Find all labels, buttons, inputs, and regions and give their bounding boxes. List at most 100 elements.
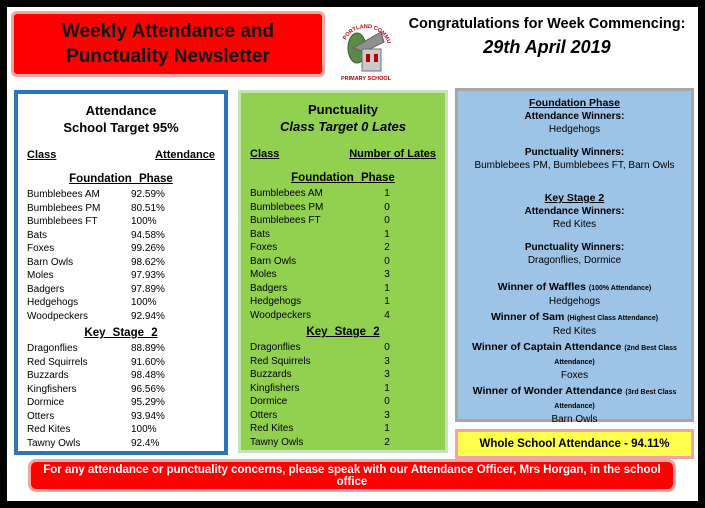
award-criteria: (Highest Class Attendance)	[567, 315, 659, 322]
ks2-punctuality-winners-label: Punctuality Winners:	[524, 242, 625, 253]
punctuality-row: Moles 3	[241, 268, 445, 282]
attendance-value: 95.29%	[131, 397, 165, 408]
award-entry: Winner of Wonder Attendance (3rd Best Cl…	[458, 385, 691, 426]
award-winners-list: Winner of Waffles (100% Attendance) Hedg…	[458, 281, 691, 426]
class-name: Dragonflies	[27, 343, 78, 354]
lates-value: 0	[384, 342, 390, 353]
class-name: Tawny Owls	[250, 436, 304, 448]
attendance-value: 80.51%	[131, 202, 165, 214]
class-name: Kingfishers	[250, 382, 300, 394]
attendance-value: 88.89%	[131, 343, 165, 354]
award-title: Winner of Waffles (100% Attendance)	[497, 281, 652, 293]
winners-panel: Foundation Phase Attendance Winners: Hed…	[455, 88, 694, 425]
class-name: Foxes	[27, 243, 55, 254]
award-winner: Hedgehogs	[548, 296, 601, 307]
class-name: Bumblebees PM	[27, 202, 101, 214]
footer-notice: For any attendance or punctuality concer…	[28, 459, 676, 492]
attendance-value: 97.93%	[131, 270, 165, 281]
attendance-row: Dragonflies 88.89%	[18, 342, 224, 356]
attendance-row: Woodpeckers 92.94%	[18, 310, 224, 324]
attendance-row: Red Squirrels 91.60%	[18, 356, 224, 370]
class-name: Moles	[250, 269, 277, 280]
attendance-value: 91.60%	[131, 356, 165, 368]
school-crest-icon: PORTLAND COMMUNITY PRIMARY SCHOOL	[335, 8, 392, 82]
class-name: Buzzards	[250, 369, 292, 380]
attendance-value: 92.4%	[131, 437, 160, 449]
punctuality-target: Class Target 0 Lates	[280, 119, 406, 134]
foundation-attendance-winners-label: Attendance Winners:	[524, 111, 625, 122]
attendance-value: 100%	[131, 297, 157, 308]
attendance-row: Tawny Owls 92.4%	[18, 437, 224, 451]
lates-value: 4	[384, 309, 390, 321]
attendance-row: Otters 93.94%	[18, 410, 224, 424]
attendance-row: Bumblebees AM 92.59%	[18, 188, 224, 202]
punctuality-ks2-heading: Key Stage 2	[306, 326, 380, 338]
class-column-header: Class	[250, 148, 280, 160]
attendance-panel: Attendance School Target 95% Class Atten…	[14, 90, 228, 455]
class-name: Bumblebees FT	[250, 215, 321, 226]
class-name: Hedgehogs	[27, 297, 79, 308]
class-name: Kingfishers	[27, 383, 77, 395]
attendance-row: Red Kites 100%	[18, 423, 224, 437]
attendance-columns-header: Class Attendance	[18, 148, 224, 162]
award-entry: Winner of Captain Attendance (2nd Best C…	[458, 341, 691, 382]
class-name: Tawny Owls	[27, 437, 81, 449]
punctuality-row: Bumblebees PM 0	[241, 201, 445, 215]
newsletter-title: Weekly Attendance and Punctuality Newsle…	[11, 11, 325, 77]
attendance-value: 96.56%	[131, 383, 165, 395]
attendance-value: 92.59%	[131, 189, 165, 200]
attendance-row: Bumblebees PM 80.51%	[18, 202, 224, 216]
award-criteria: (3rd Best Class Attendance)	[554, 389, 677, 410]
attendance-row: Foxes 99.26%	[18, 242, 224, 256]
footer-notice-text: For any attendance or punctuality concer…	[43, 463, 661, 488]
lates-value: 0	[384, 215, 390, 226]
class-name: Buzzards	[27, 370, 69, 381]
lates-value: 1	[384, 188, 390, 199]
attendance-value: 100%	[131, 424, 157, 435]
attendance-row: Badgers 97.89%	[18, 283, 224, 297]
class-name: Dormice	[250, 396, 288, 407]
svg-text:PRIMARY SCHOOL: PRIMARY SCHOOL	[341, 76, 392, 82]
award-entry: Winner of Sam (Highest Class Attendance)…	[458, 311, 691, 338]
punctuality-row: Hedgehogs 1	[241, 295, 445, 309]
class-name: Red Kites	[27, 424, 71, 435]
punctuality-row: Red Squirrels 3	[241, 355, 445, 369]
punctuality-row: Kingfishers 1	[241, 382, 445, 396]
lates-value: 3	[384, 409, 390, 421]
class-name: Badgers	[27, 283, 65, 295]
punctuality-row: Dormice 0	[241, 395, 445, 409]
lates-column-header: Number of Lates	[349, 148, 436, 160]
attendance-value: 98.62%	[131, 256, 165, 268]
class-name: Hedgehogs	[250, 296, 302, 307]
lates-value: 2	[384, 242, 390, 253]
attendance-value: 93.94%	[131, 410, 165, 422]
attendance-value: 100%	[131, 216, 157, 227]
class-name: Bumblebees AM	[27, 189, 100, 200]
ks2-attendance-winners-value: Red Kites	[552, 219, 597, 230]
class-name: Moles	[27, 270, 54, 281]
lates-value: 3	[384, 269, 390, 280]
lates-value: 0	[384, 396, 390, 407]
attendance-row: Bumblebees FT 100%	[18, 215, 224, 229]
foundation-punctuality-winners-label: Punctuality Winners:	[524, 147, 625, 158]
punctuality-row: Barn Owls 0	[241, 255, 445, 269]
class-name: Dormice	[27, 397, 65, 408]
class-name: Barn Owls	[250, 255, 297, 267]
punctuality-row: Otters 3	[241, 409, 445, 423]
attendance-ks2-rows: Dragonflies 88.89% Red Squirrels 91.60% …	[18, 342, 224, 450]
class-name: Bumblebees FT	[27, 216, 98, 227]
class-name: Bumblebees AM	[250, 188, 323, 199]
attendance-row: Kingfishers 96.56%	[18, 383, 224, 397]
class-name: Red Squirrels	[250, 355, 311, 367]
class-name: Red Kites	[250, 423, 294, 434]
attendance-row: Barn Owls 98.62%	[18, 256, 224, 270]
school-logo-icon: PORTLAND COMMUNITY PRIMARY SCHOOL	[335, 8, 395, 86]
lates-value: 1	[384, 382, 390, 394]
class-name: Red Squirrels	[27, 356, 88, 368]
award-title: Winner of Captain Attendance (2nd Best C…	[472, 341, 677, 366]
award-entry: Winner of Waffles (100% Attendance) Hedg…	[458, 281, 691, 308]
lates-value: 1	[384, 282, 390, 294]
winners-ks2-heading: Key Stage 2	[544, 192, 605, 204]
punctuality-row: Badgers 1	[241, 282, 445, 296]
